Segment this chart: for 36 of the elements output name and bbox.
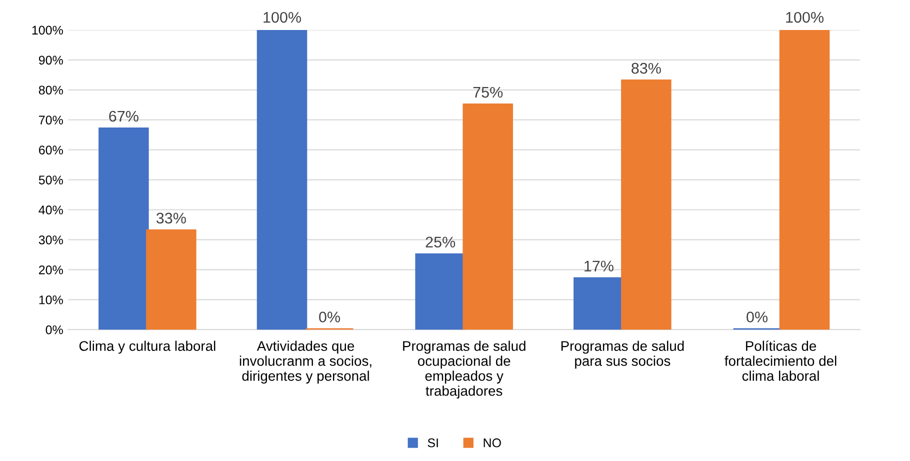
y-tick-label: 40% <box>38 206 63 214</box>
bar <box>462 103 513 330</box>
y-tick-label: 70% <box>39 116 63 125</box>
data-label: 0% <box>319 312 340 322</box>
bar <box>574 277 624 330</box>
data-label: 33% <box>156 212 186 224</box>
data-label: 100% <box>786 12 824 23</box>
y-tick-label: 60% <box>39 146 63 154</box>
y-tick-label: 0% <box>46 325 63 334</box>
y-tick-label: 50% <box>38 176 63 184</box>
x-tick-label: Clima y cultura laboral <box>79 340 216 354</box>
bar <box>146 229 196 330</box>
y-tick-label: 90% <box>38 56 63 65</box>
data-label: 67% <box>109 110 138 122</box>
legend-label: NO <box>484 438 501 448</box>
bar <box>98 127 149 330</box>
legend-label: SI <box>428 438 438 448</box>
x-tick-label: Políticas de fortalecimiento del clima laboral <box>724 340 836 381</box>
x-tick-label: Programas de salud para sus socios <box>561 340 684 369</box>
x-tick-label: Programas de salud ocupacional de empleados y trabajadores <box>403 340 526 399</box>
data-label: 25% <box>426 236 456 248</box>
bar <box>256 30 308 330</box>
y-tick-label: 30% <box>38 236 63 244</box>
data-label: 75% <box>473 86 503 98</box>
data-label: 17% <box>584 260 614 272</box>
y-tick-label: 10% <box>39 295 63 304</box>
data-label: 83% <box>632 62 661 74</box>
bar <box>621 80 672 330</box>
x-tick-label: Avtividades que involucranm a socios, dirigentes y personal <box>240 340 372 384</box>
bar <box>415 253 466 330</box>
y-tick-label: 80% <box>38 86 63 95</box>
bar <box>779 30 830 330</box>
data-label: 100% <box>264 12 302 23</box>
y-tick-label: 20% <box>39 265 63 274</box>
data-label: 0% <box>746 312 768 322</box>
y-tick-label: 100% <box>32 26 63 35</box>
